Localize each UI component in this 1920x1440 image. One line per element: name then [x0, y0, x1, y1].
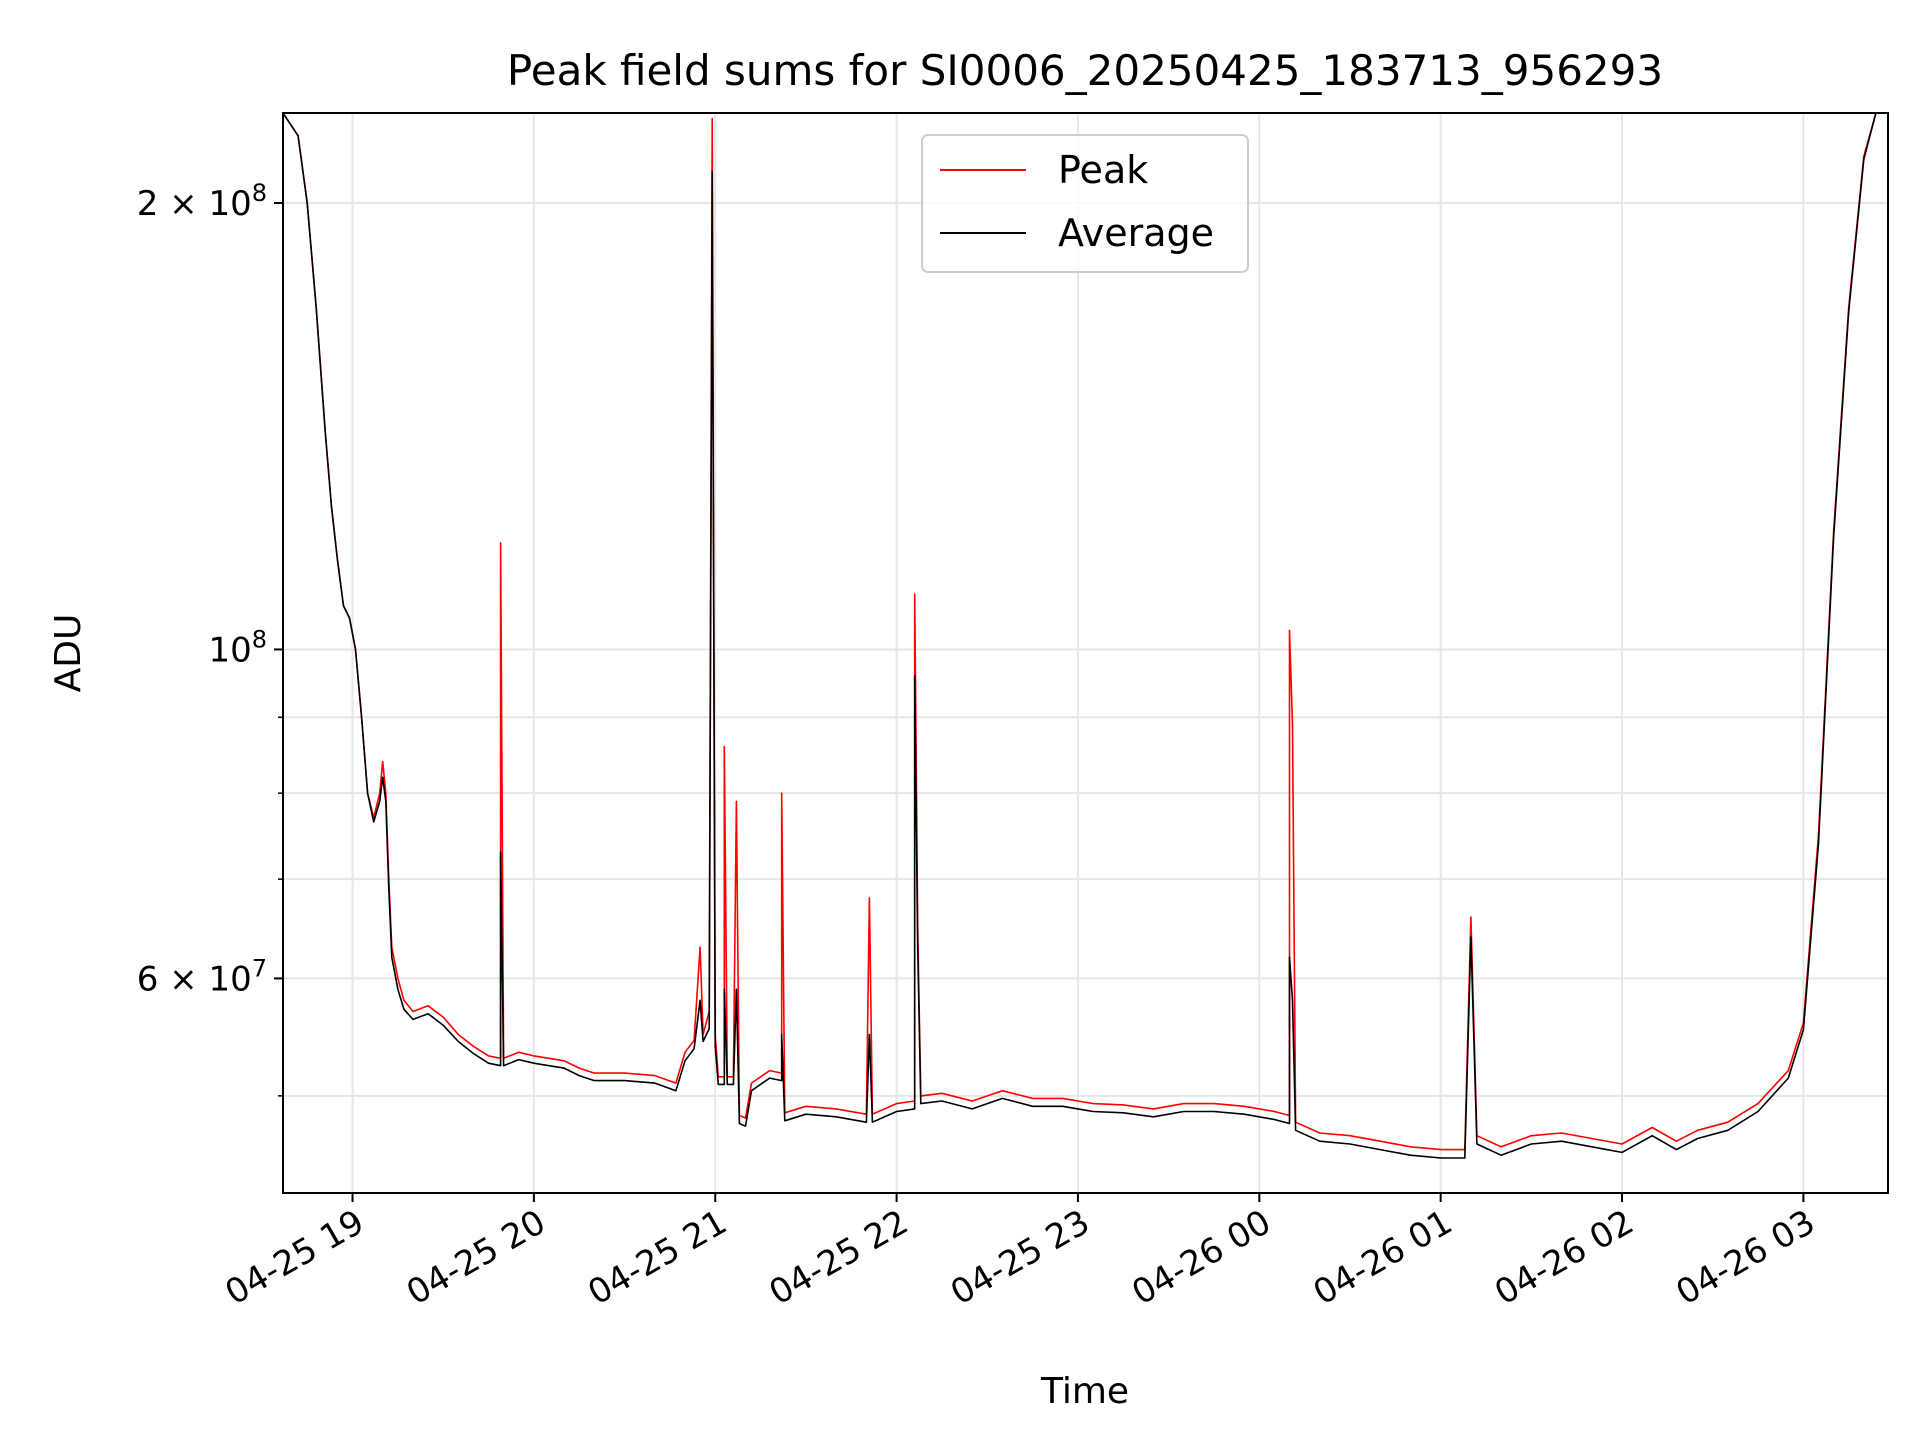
- legend-label-peak: Peak: [1058, 148, 1148, 192]
- y-tick-label: 108: [208, 625, 267, 670]
- plot-frame: [282, 112, 1889, 1194]
- series-line-average: [282, 112, 1888, 1159]
- y-tick-label: 2 × 108: [137, 179, 267, 224]
- grid: [283, 113, 1888, 1193]
- chart-title: Peak field sums for SI0006_20250425_1837…: [507, 46, 1663, 95]
- plot-area: [282, 112, 1888, 1159]
- x-axis-label: Time: [1040, 1371, 1129, 1412]
- y-tick-label: 6 × 107: [137, 954, 267, 999]
- y-axis-label: ADU: [48, 614, 89, 693]
- legend-label-average: Average: [1058, 211, 1214, 255]
- legend: Peak Average: [921, 134, 1249, 273]
